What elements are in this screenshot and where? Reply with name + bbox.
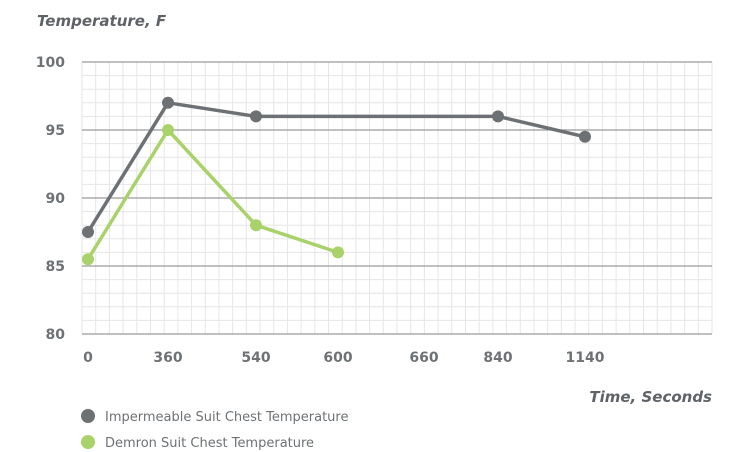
x-tick-label: 360 [153, 350, 182, 366]
y-tick-label: 100 [36, 55, 65, 71]
legend-label-impermeable: Impermeable Suit Chest Temperature [105, 410, 348, 425]
y-tick-label: 95 [46, 123, 65, 139]
data-point [332, 246, 344, 259]
data-point [579, 130, 591, 143]
data-point [250, 219, 262, 232]
y-tick-label: 90 [46, 191, 66, 207]
y-tick-label: 85 [46, 259, 65, 275]
x-tick-label: 1140 [566, 350, 605, 366]
data-point [162, 96, 174, 109]
x-tick-label: 600 [323, 350, 352, 366]
data-point [162, 124, 174, 136]
data-point [82, 253, 94, 266]
series-line-0 [86, 101, 587, 234]
data-point [250, 110, 262, 123]
x-tick-label: 540 [241, 350, 270, 366]
x-tick-label: 0 [83, 350, 93, 366]
major-grid [82, 61, 712, 335]
legend-marker-impermeable [81, 409, 95, 423]
legend-marker-demron [81, 435, 95, 449]
x-tick-label: 660 [409, 350, 438, 366]
data-point [82, 226, 94, 238]
y-tick-labels: 80 85 90 95 100 [36, 55, 65, 343]
x-tick-labels: 0 360 540 600 660 840 1140 [83, 350, 605, 366]
series-line-1 [86, 128, 340, 261]
series-layer [82, 96, 591, 266]
x-axis-label: Time, Seconds [589, 388, 712, 406]
data-point [492, 110, 504, 123]
y-axis-label: Temperature, F [37, 12, 167, 30]
legend: Impermeable Suit Chest Temperature Demro… [81, 409, 348, 451]
y-tick-label: 80 [46, 327, 66, 343]
x-tick-label: 840 [483, 350, 512, 366]
legend-label-demron: Demron Suit Chest Temperature [105, 436, 314, 451]
